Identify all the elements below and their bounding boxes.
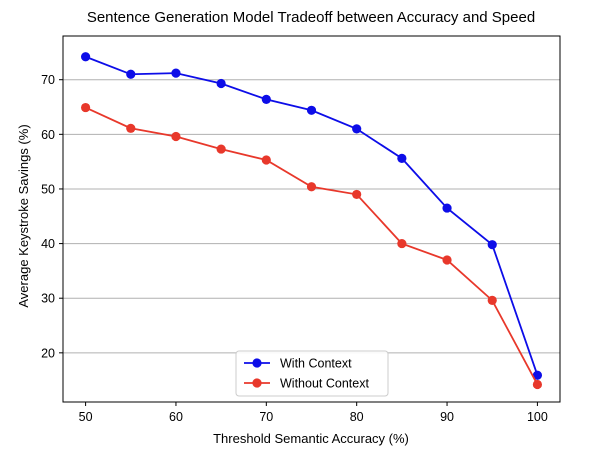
y-tick-label: 70 <box>41 73 55 87</box>
data-point <box>306 182 317 192</box>
data-point <box>80 102 91 113</box>
legend-label: Without Context <box>280 377 369 391</box>
data-point <box>306 105 317 115</box>
y-tick-label: 60 <box>41 128 55 142</box>
data-point <box>171 68 181 78</box>
x-tick-label: 60 <box>169 410 183 424</box>
x-tick-label: 100 <box>527 410 548 424</box>
x-tick-label: 70 <box>259 410 273 424</box>
data-point <box>126 123 136 133</box>
series-line-1 <box>85 106 539 385</box>
data-point <box>216 144 226 154</box>
data-point <box>532 379 543 390</box>
legend-box <box>235 350 389 397</box>
y-axis-label: Average Keystroke Savings (%) <box>16 124 31 307</box>
data-point <box>487 240 497 250</box>
x-tick-label: 50 <box>79 410 93 424</box>
plot-area <box>62 35 561 403</box>
data-point <box>442 255 452 265</box>
data-point <box>126 69 136 79</box>
data-point <box>397 238 407 249</box>
legend-swatch-marker <box>252 358 262 368</box>
y-tick-label: 20 <box>41 346 55 360</box>
data-point <box>261 94 271 104</box>
x-tick-label: 80 <box>350 410 364 424</box>
legend: With Context Without Context <box>235 350 389 397</box>
data-point <box>532 370 543 380</box>
series-line-0 <box>85 55 539 376</box>
data-point <box>352 189 362 200</box>
y-tick-label: 50 <box>41 182 55 196</box>
y-tick-label: 30 <box>41 292 55 306</box>
x-axis-ticks: 50 60 70 80 90 100 <box>79 402 548 424</box>
y-axis-ticks: 20 30 40 50 60 70 <box>41 73 63 360</box>
x-tick-label: 90 <box>440 410 454 424</box>
x-axis-label: Threshold Semantic Accuracy (%) <box>213 431 409 446</box>
legend-swatch-marker <box>252 378 262 388</box>
data-point <box>487 295 497 305</box>
data-point <box>216 78 226 89</box>
data-point <box>442 203 452 213</box>
chart-title: Sentence Generation Model Tradeoff betwe… <box>87 9 535 26</box>
data-point <box>171 131 181 142</box>
legend-label: With Context <box>280 357 352 371</box>
axes-frame <box>62 35 561 403</box>
data-point <box>80 52 91 62</box>
data-point <box>397 153 407 163</box>
data-point <box>261 155 271 165</box>
y-tick-label: 40 <box>41 237 55 251</box>
data-point <box>352 124 362 134</box>
grid-lines <box>63 79 560 354</box>
